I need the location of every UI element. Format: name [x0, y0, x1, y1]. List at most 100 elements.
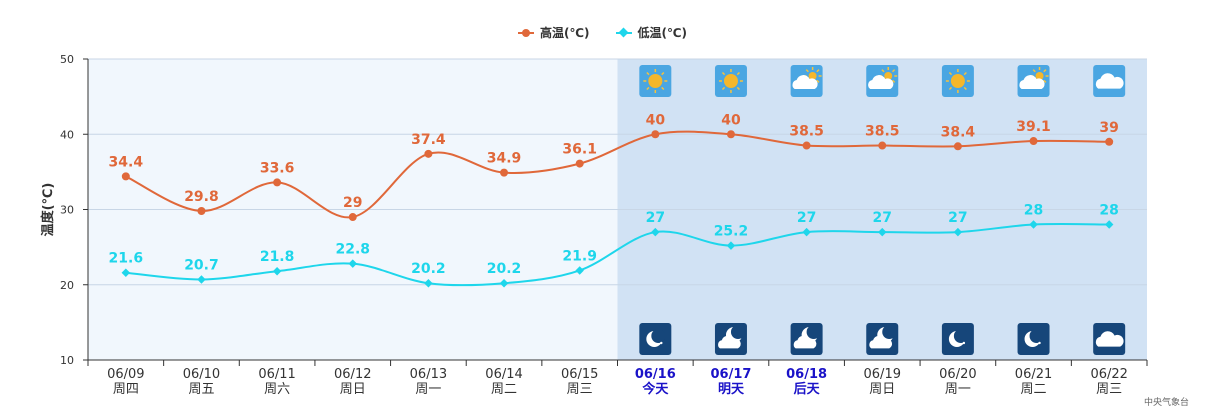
high-temp-label: 38.5 [789, 124, 824, 140]
low-temp-label: 21.8 [260, 249, 295, 265]
partly-cloudy-icon [1017, 65, 1050, 97]
high-temp-point [1105, 137, 1114, 146]
low-temp-point [348, 259, 357, 268]
x-date-label: 06/09 [107, 367, 144, 382]
low-temp-point [197, 275, 206, 284]
cloudy-icon [1093, 323, 1126, 355]
x-date-label: 06/12 [334, 367, 371, 382]
low-temp-point [499, 279, 509, 288]
low-temp-label: 20.7 [184, 257, 219, 273]
high-temp-label: 33.6 [260, 160, 295, 176]
cloudy-night-icon [866, 323, 899, 355]
clear-night-icon [639, 323, 672, 355]
x-date-label: 06/10 [183, 367, 220, 382]
legend-low-label: 低温(℃) [637, 26, 688, 40]
x-weekday-label: 周三 [1096, 382, 1122, 397]
x-date-label: 06/16 [635, 367, 676, 382]
x-weekday-label: 周一 [945, 382, 971, 397]
legend-high-label: 高温(℃) [539, 26, 590, 40]
legend-item-high[interactable]: 高温(℃) [517, 24, 590, 41]
low-temp-label: 28 [1024, 203, 1043, 219]
low-temp-point [121, 268, 131, 277]
x-weekday-label: 后天 [794, 381, 821, 397]
low-temp-point [575, 266, 584, 275]
high-temp-point [424, 149, 433, 158]
low-temp-label: 28 [1099, 203, 1118, 219]
high-temp-label: 34.9 [487, 151, 522, 167]
high-temp-label: 37.4 [411, 132, 446, 148]
clear-night-icon [941, 323, 974, 355]
legend-item-low[interactable]: 低温(℃) [615, 24, 688, 41]
high-temp-point [197, 207, 206, 216]
x-date-label: 06/17 [710, 367, 751, 382]
low-temp-label: 21.6 [109, 251, 144, 267]
high-temp-label: 39.1 [1016, 119, 1051, 135]
y-tick-label: 40 [60, 128, 74, 141]
high-temp-point [802, 141, 811, 150]
low-temp-label: 20.2 [411, 261, 446, 277]
x-date-label: 06/22 [1090, 367, 1127, 382]
x-date-label: 06/14 [485, 367, 522, 382]
x-weekday-label: 周四 [113, 382, 139, 397]
x-date-label: 06/20 [939, 367, 976, 382]
low-temp-label: 25.2 [714, 224, 749, 240]
x-weekday-label: 周一 [415, 382, 441, 397]
high-temp-label: 29 [343, 195, 362, 211]
x-date-label: 06/21 [1015, 367, 1052, 382]
partly-cloudy-icon [790, 65, 823, 97]
x-date-label: 06/13 [410, 367, 447, 382]
sunny-icon [714, 65, 747, 97]
high-temp-label: 39 [1099, 120, 1118, 136]
cloudy-icon [1093, 65, 1126, 97]
x-weekday-label: 周日 [340, 382, 366, 397]
x-date-label: 06/11 [258, 367, 295, 382]
y-tick-label: 10 [60, 354, 74, 367]
x-date-label: 06/15 [561, 367, 598, 382]
y-tick-label: 50 [60, 53, 74, 66]
x-weekday-label: 周二 [1021, 382, 1047, 397]
high-temp-point [878, 141, 887, 150]
low-temp-label: 21.9 [562, 248, 597, 264]
low-temp-label: 27 [646, 210, 665, 226]
high-temp-point [121, 172, 130, 181]
partly-cloudy-icon [866, 65, 899, 97]
x-date-label: 06/19 [864, 367, 901, 382]
low-temp-line [125, 222, 1110, 287]
x-weekday-label: 周五 [188, 382, 214, 397]
high-temp-label: 34.4 [109, 154, 144, 170]
low-temp-label: 27 [948, 210, 967, 226]
low-temp-label: 27 [873, 210, 892, 226]
low-temp-label: 22.8 [335, 242, 370, 258]
x-weekday-label: 明天 [718, 382, 745, 397]
low-temp-point [424, 279, 433, 288]
sunny-icon [639, 65, 672, 97]
high-temp-point [953, 142, 962, 151]
low-temp-point [272, 266, 282, 276]
high-temp-label: 29.8 [184, 189, 219, 205]
high-temp-label: 40 [721, 112, 741, 128]
x-weekday-label: 今天 [641, 381, 669, 397]
legend: 高温(℃) 低温(℃) [0, 24, 1205, 41]
credit-text: 中央气象台 [1143, 398, 1189, 408]
high-temp-label: 38.5 [865, 124, 900, 140]
high-temp-point [726, 130, 735, 139]
y-tick-label: 30 [60, 204, 74, 217]
cloudy-night-icon [790, 323, 823, 355]
high-temp-point [1029, 137, 1038, 146]
y-axis-label: 温度(℃) [40, 183, 56, 237]
low-temp-label: 20.2 [487, 261, 522, 277]
y-tick-label: 20 [60, 279, 74, 292]
x-weekday-label: 周三 [567, 382, 593, 397]
high-temp-point [273, 178, 282, 187]
high-temp-point [575, 159, 584, 168]
high-temp-point [348, 213, 357, 222]
high-temp-label: 36.1 [562, 142, 597, 158]
x-weekday-label: 周六 [264, 382, 290, 397]
legend-low-marker-icon [615, 27, 632, 38]
sunny-icon [941, 65, 974, 97]
high-temp-label: 38.4 [941, 124, 976, 140]
x-date-label: 06/18 [786, 367, 827, 382]
x-weekday-label: 周二 [491, 382, 517, 397]
legend-high-marker-icon [517, 28, 534, 38]
